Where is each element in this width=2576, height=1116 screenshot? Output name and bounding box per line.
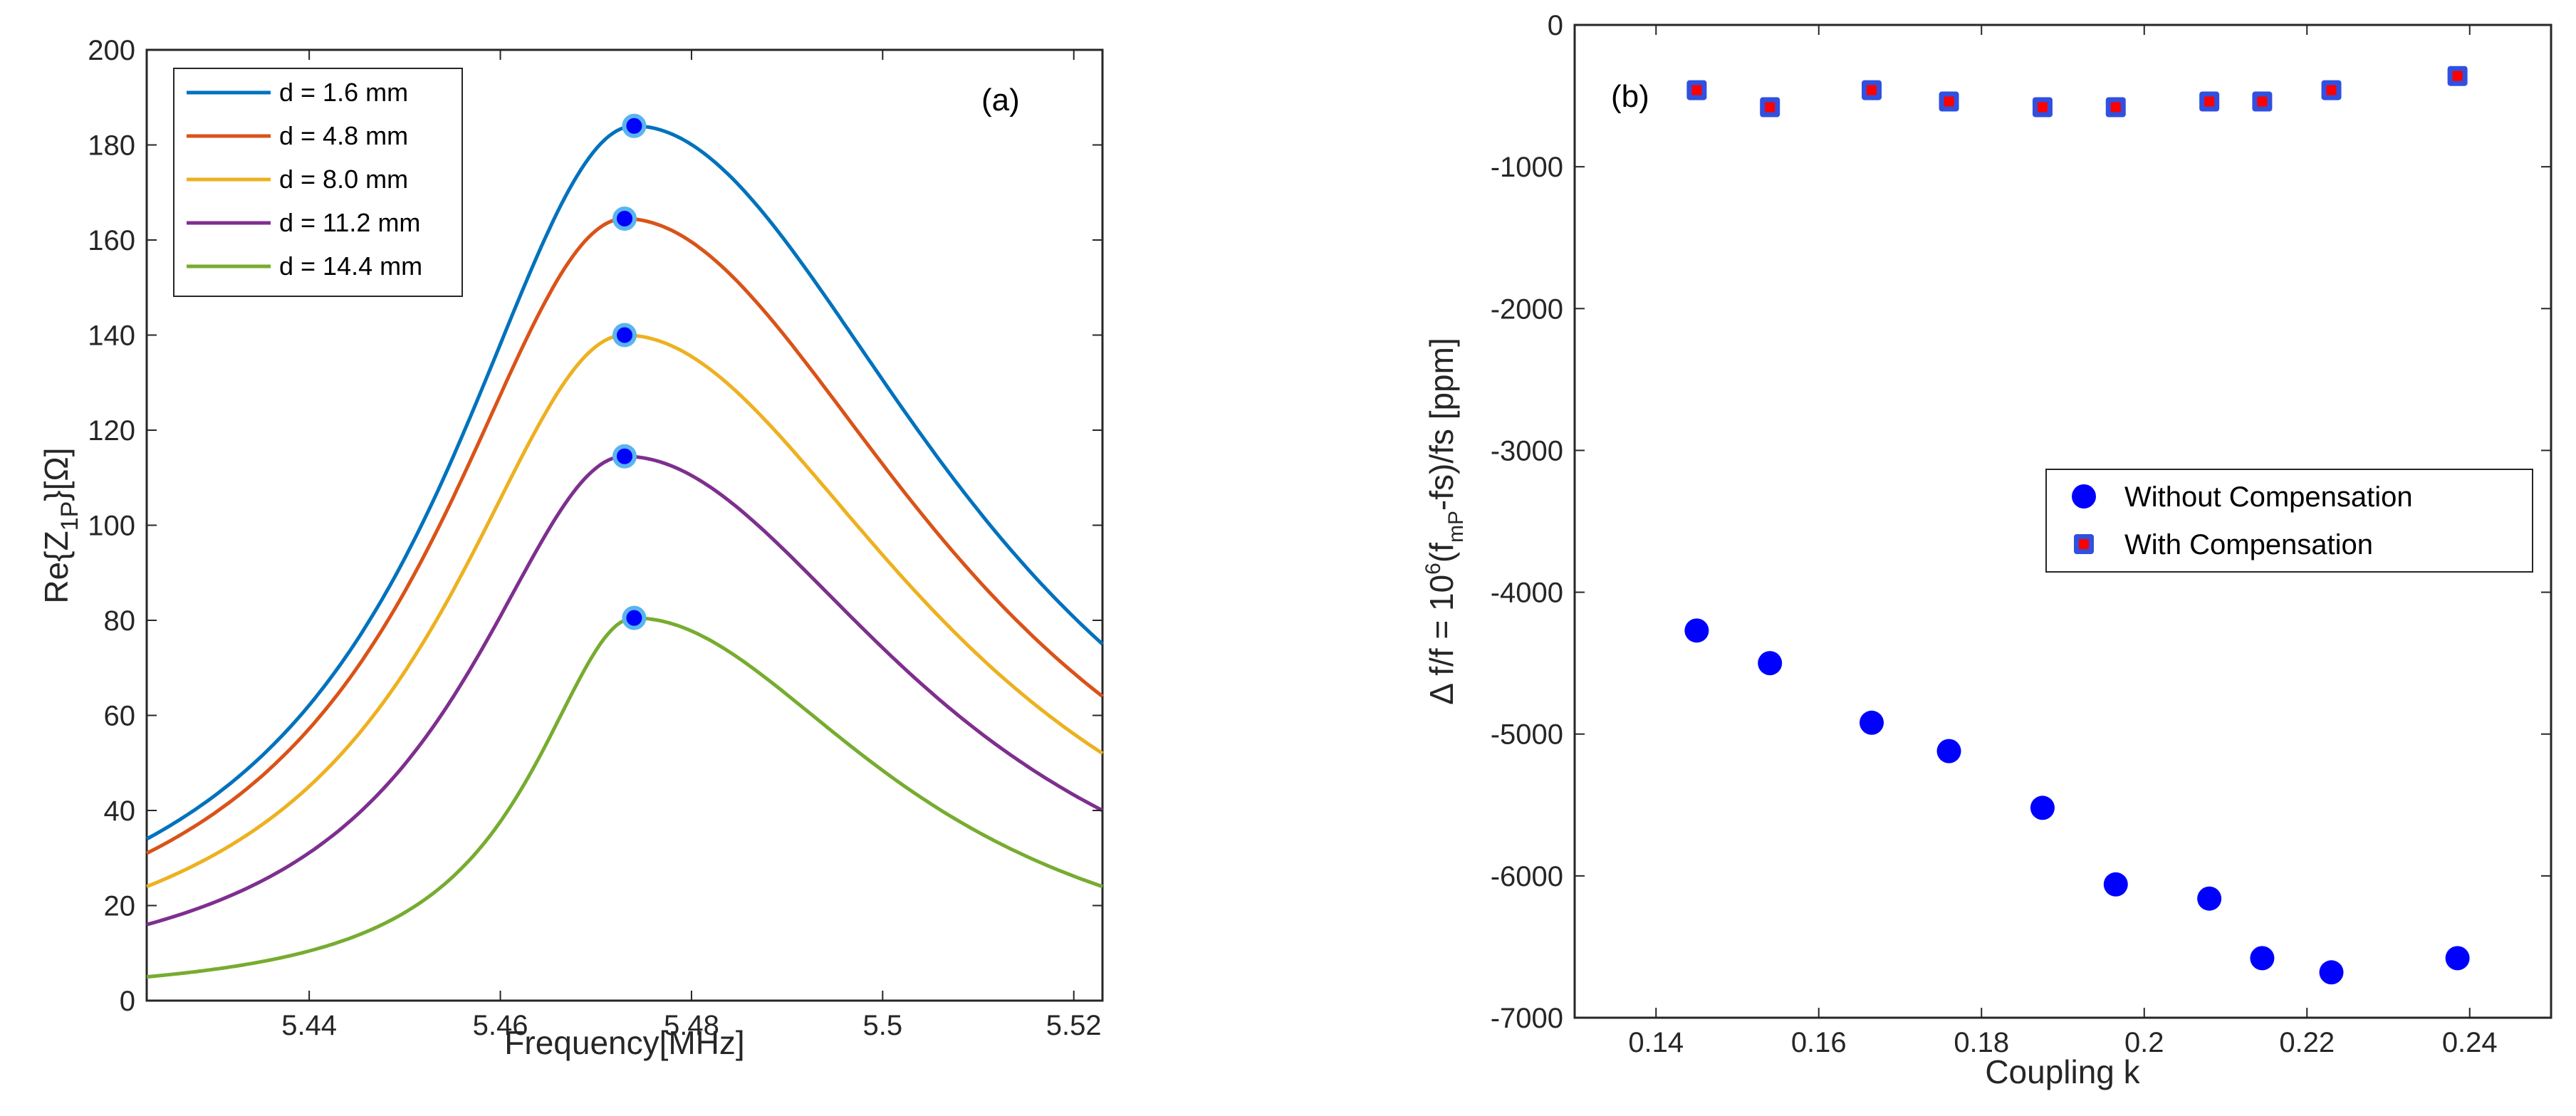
panel-b-ylabel-subscript: mP (1444, 511, 1468, 543)
panel-a-y-tick-label: 80 (104, 605, 136, 637)
panel-b-x-tick-label: 0.18 (1954, 1027, 2009, 1058)
panel-a-y-tick-label: 140 (88, 320, 135, 352)
panel-a-ylabel-part-1: Re{Z (38, 531, 75, 603)
panel-b-ylabel-part-1: Δ f/f = 10 (1423, 575, 1460, 705)
panel-a-legend-entry: d = 11.2 mm (279, 208, 420, 237)
panel-a-chart: 5.44 5.46 5.48 5.5 5.52 0 20 40 60 80 100 120 140 160… (38, 35, 1104, 1061)
panel-b-point-without-compensation (2250, 946, 2275, 971)
panel-b-point-with-compensation-core (2257, 96, 2268, 107)
panel-b-point-with-compensation-core (1691, 85, 1702, 95)
panel-b-legend: Without Compensation With Compensation (2045, 469, 2533, 573)
panel-b-point-with-compensation-core (2204, 96, 2215, 107)
panel-a-y-tick-label: 40 (104, 796, 136, 827)
panel-b-point-without-compensation (2445, 946, 2470, 971)
panel-a-x-tick-label: 5.46 (473, 1010, 528, 1041)
panel-a-y-tick-label: 200 (88, 35, 135, 66)
panel-b-point-with-compensation-core (2037, 102, 2048, 113)
panel-b-point-without-compensation (2319, 960, 2344, 985)
panel-a-x-tick-label: 5.44 (281, 1010, 337, 1041)
panel-a-y-tick-label: 60 (104, 701, 136, 732)
panel-b-ylabel-part-2: (f (1423, 543, 1460, 563)
panel-b-y-tick-label: -1000 (1491, 152, 1563, 183)
panel-b-legend-swatch-square-core (2079, 539, 2089, 549)
panel-b-y-tick-label: -5000 (1491, 719, 1563, 751)
panel-a-y-tick-label: 120 (88, 415, 135, 447)
panel-a-ylabel-part-2: }[Ω] (38, 447, 75, 501)
panel-b-point-without-compensation (2103, 872, 2128, 897)
panel-b-x-tick-label: 0.22 (2279, 1027, 2335, 1058)
panel-a-peak-marker (612, 206, 637, 231)
panel-a-peak-marker (612, 444, 637, 469)
panel-a-label: (a) (981, 83, 1020, 118)
panel-a-curves (145, 113, 1104, 979)
panel-b-x-axis-label: Coupling k (1985, 1053, 2140, 1090)
panel-b-point-without-compensation (1860, 710, 1884, 735)
panel-a-legend-entry: d = 14.4 mm (279, 251, 422, 281)
panel-a-legend-box (173, 68, 463, 297)
panel-a-peak-marker (622, 113, 647, 138)
panel-b-y-tick-label: -4000 (1491, 578, 1563, 609)
panel-a-legend-entry: d = 8.0 mm (279, 165, 408, 194)
panel-a-y-tick-label: 180 (88, 130, 135, 162)
panel-b-points (1684, 66, 2470, 985)
panel-a-x-axis-label: Frequency[MHz] (504, 1024, 744, 1061)
panel-b-point-with-compensation-core (1944, 96, 1954, 107)
panel-a-peak-marker (612, 323, 637, 348)
panel-b-x-tick-label: 0.24 (2442, 1027, 2498, 1058)
panel-b-point-without-compensation (1684, 618, 1709, 643)
panel-a-y-tick-label: 20 (104, 891, 136, 922)
panel-b-point-with-compensation-core (2326, 85, 2337, 95)
panel-b-ylabel-superscript: 6 (1422, 563, 1445, 575)
panel-b-legend-entry: Without Compensation (2124, 481, 2413, 513)
panel-b-legend-entry: With Compensation (2124, 529, 2373, 560)
panel-b-x-tick-label: 0.16 (1791, 1027, 1847, 1058)
panel-a-x-tick-label: 5.48 (664, 1010, 719, 1041)
panel-b-x-tick-label: 0.2 (2124, 1027, 2164, 1058)
panel-b-point-with-compensation-core (2110, 102, 2121, 113)
panel-a-legend-entry: d = 1.6 mm (279, 78, 408, 107)
panel-b-y-tick-label: 0 (1548, 10, 1563, 41)
panel-b-point-with-compensation-core (1867, 85, 1877, 95)
panel-b-y-tick-label: -2000 (1491, 293, 1563, 325)
panel-a-ticks: 5.44 5.46 5.48 5.5 5.52 0 20 40 60 80 100 120 140 160… (88, 35, 1102, 1041)
panel-b-point-without-compensation (1758, 651, 1783, 676)
panel-a-y-tick-label: 0 (120, 986, 135, 1017)
panel-a-legend-entry: d = 4.8 mm (279, 121, 408, 150)
panel-b-y-tick-label: -3000 (1491, 435, 1563, 466)
panel-b-point-without-compensation (2030, 796, 2055, 820)
panel-b-label: (b) (1611, 79, 1649, 114)
panel-a-legend: d = 1.6 mm d = 4.8 mm d = 8.0 mm d = 11.2 m… (173, 68, 463, 297)
panel-b-ticks: 0.14 0.16 0.18 0.2 0.22 0.24 0 -1000 -2000 -3000 -… (1491, 10, 2551, 1058)
panel-b-point-without-compensation (1936, 739, 1961, 763)
panel-b-y-tick-label: -6000 (1491, 861, 1563, 892)
panel-b-ylabel-part-3: -fs)/fs [ppm] (1423, 338, 1460, 511)
panel-b-legend-swatch-circle (2072, 484, 2096, 509)
panel-a-y-tick-label: 100 (88, 511, 135, 542)
panel-b-point-without-compensation (2197, 886, 2222, 911)
panel-a-ylabel-subscript: 1P (56, 501, 83, 531)
panel-b-legend-box (2045, 469, 2533, 573)
panel-b-point-with-compensation-core (2452, 71, 2463, 81)
panel-a-y-axis-label: Re{Z1P}[Ω] (38, 447, 83, 603)
panel-b-y-axis-label: Δ f/f = 106(fmP-fs)/fs [ppm] (1422, 338, 1468, 705)
panel-a-y-tick-label: 160 (88, 225, 135, 256)
panel-a-x-tick-label: 5.5 (863, 1010, 903, 1041)
panel-b-chart: 0.14 0.16 0.18 0.2 0.22 0.240-1000-2000-3000-… (1422, 10, 2552, 1090)
panel-b-point-with-compensation-core (1765, 102, 1775, 113)
panel-a-x-tick-label: 5.52 (1046, 1010, 1102, 1041)
panel-b-y-tick-label: -7000 (1491, 1003, 1563, 1034)
panel-a-peak-marker (622, 605, 647, 630)
panel-b-x-tick-label: 0.14 (1628, 1027, 1684, 1058)
